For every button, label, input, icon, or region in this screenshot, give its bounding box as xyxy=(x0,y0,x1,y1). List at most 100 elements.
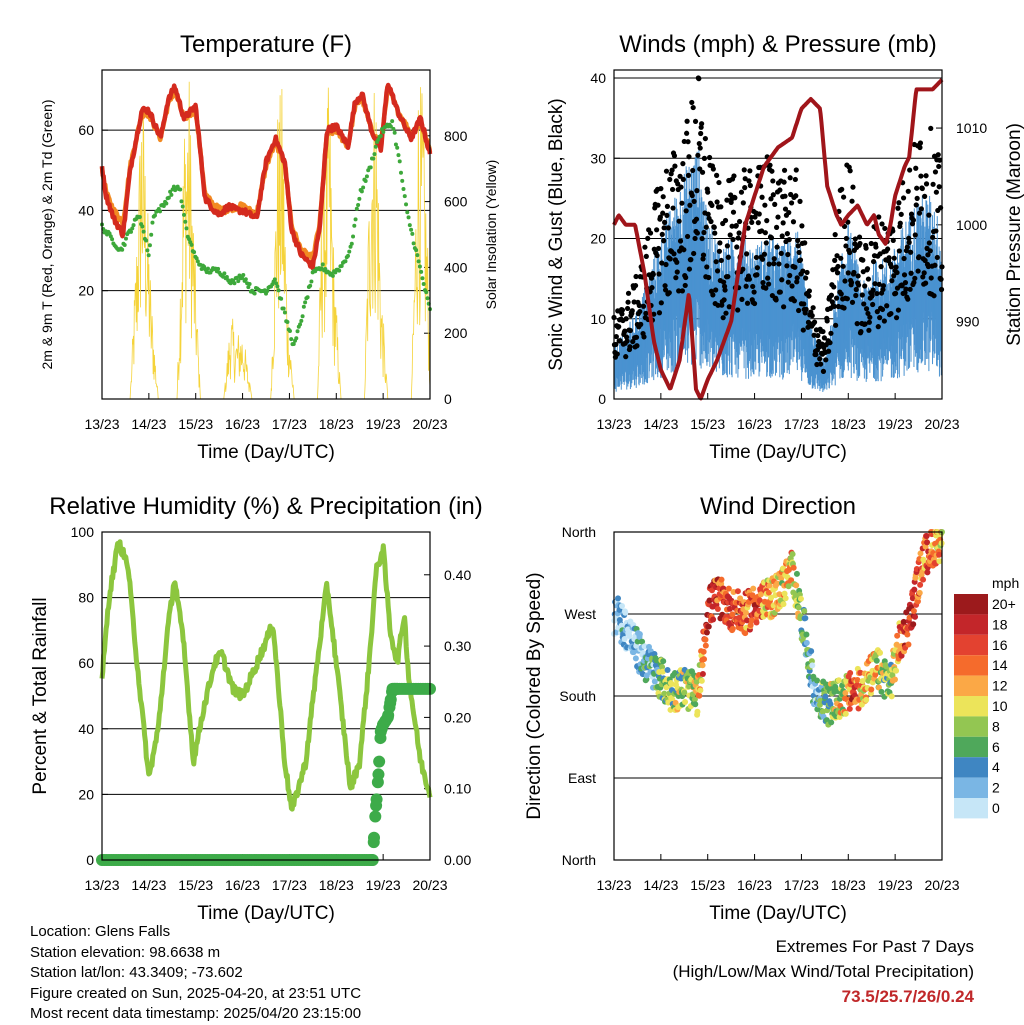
direction-point xyxy=(626,632,633,639)
gust-point xyxy=(933,189,939,195)
gust-point xyxy=(918,173,924,179)
gust-point xyxy=(744,300,751,306)
gust-point xyxy=(765,275,771,281)
gust-point xyxy=(727,232,733,238)
dewpoint-point xyxy=(396,153,401,158)
gust-point xyxy=(701,155,708,161)
direction-point xyxy=(737,595,744,602)
gust-point xyxy=(866,327,872,333)
gust-point xyxy=(781,179,787,185)
gust-point xyxy=(688,257,694,263)
gust-point xyxy=(832,232,838,238)
gust-point xyxy=(773,224,780,230)
gust-point xyxy=(753,254,760,261)
gust-point xyxy=(651,311,657,317)
direction-point xyxy=(923,533,930,540)
gust-point xyxy=(899,283,905,289)
dewpoint-point xyxy=(282,310,287,315)
gust-point xyxy=(701,229,707,236)
gust-point xyxy=(631,299,637,305)
gust-point xyxy=(750,283,756,290)
gust-point xyxy=(754,272,760,278)
direction-point xyxy=(801,608,808,615)
gust-point xyxy=(622,328,628,334)
gust-point xyxy=(891,273,897,279)
dewpoint-point xyxy=(351,234,356,239)
x-tick-label: 13/23 xyxy=(84,416,119,432)
gust-point xyxy=(904,244,910,250)
gust-point xyxy=(920,274,926,280)
gust-point xyxy=(787,272,793,279)
gust-point xyxy=(742,176,748,182)
gust-point xyxy=(936,184,942,190)
gust-point xyxy=(778,250,784,256)
gust-point xyxy=(847,249,853,256)
gust-point xyxy=(785,279,791,285)
gust-point xyxy=(823,357,829,363)
gust-point xyxy=(893,290,899,296)
x-tick-label: 16/23 xyxy=(737,416,772,432)
gust-point xyxy=(624,305,631,312)
gust-point xyxy=(728,192,734,198)
gust-point xyxy=(624,338,630,344)
gust-point xyxy=(658,186,664,192)
direction-point xyxy=(699,662,706,669)
legend-title: mph xyxy=(992,575,1019,591)
direction-point xyxy=(854,677,861,684)
dewpoint-point xyxy=(178,187,183,192)
direction-point xyxy=(619,603,626,610)
gust-point xyxy=(637,308,643,315)
dewpoint-point xyxy=(272,277,277,282)
gust-point xyxy=(759,194,765,200)
dewpoint-point xyxy=(424,290,429,295)
direction-label: South xyxy=(559,688,596,704)
gust-point xyxy=(855,282,862,288)
y-tick-label: 40 xyxy=(590,70,606,86)
direction-point xyxy=(900,618,907,625)
gust-point xyxy=(891,255,897,261)
gust-point xyxy=(821,335,827,341)
gust-point xyxy=(831,303,837,309)
dewpoint-point xyxy=(330,273,335,278)
gust-point xyxy=(702,135,708,142)
gust-point xyxy=(862,283,868,289)
dewpoint-point xyxy=(393,142,398,147)
x-tick-label: 20/23 xyxy=(924,416,959,432)
gust-point xyxy=(741,167,747,173)
gust-point xyxy=(884,303,890,309)
gust-point xyxy=(716,179,722,186)
direction-label: West xyxy=(564,606,596,622)
gust-point xyxy=(796,307,802,314)
direction-point xyxy=(904,631,911,638)
precip-point xyxy=(391,682,404,695)
legend-swatch xyxy=(954,675,988,696)
direction-label: East xyxy=(568,770,596,786)
gust-point xyxy=(696,140,702,147)
gust-point xyxy=(889,278,895,284)
legend-swatch xyxy=(954,696,988,717)
dewpoint-point xyxy=(357,196,362,201)
gust-point xyxy=(820,328,826,335)
direction-point xyxy=(660,658,667,665)
plot-border xyxy=(613,69,943,400)
dewpoint-point xyxy=(295,329,300,334)
direction-point xyxy=(750,585,757,592)
direction-point xyxy=(842,689,849,696)
precip-point xyxy=(373,755,386,768)
y2-tick-label: 600 xyxy=(444,194,468,210)
dewpoint-point xyxy=(407,223,412,228)
dewpoint-point xyxy=(180,204,185,209)
dewpoint-point xyxy=(359,189,364,194)
gust-point xyxy=(680,176,686,183)
gust-point xyxy=(656,310,663,316)
dewpoint-point xyxy=(222,271,227,276)
gust-point xyxy=(843,235,850,242)
gust-point xyxy=(912,275,918,281)
gust-point xyxy=(649,285,655,291)
dewpoint-point xyxy=(372,152,377,157)
dewpoint-point xyxy=(192,250,197,255)
direction-point xyxy=(888,693,895,700)
gust-point xyxy=(654,252,660,259)
gust-point xyxy=(772,201,778,207)
gust-point xyxy=(756,211,762,217)
